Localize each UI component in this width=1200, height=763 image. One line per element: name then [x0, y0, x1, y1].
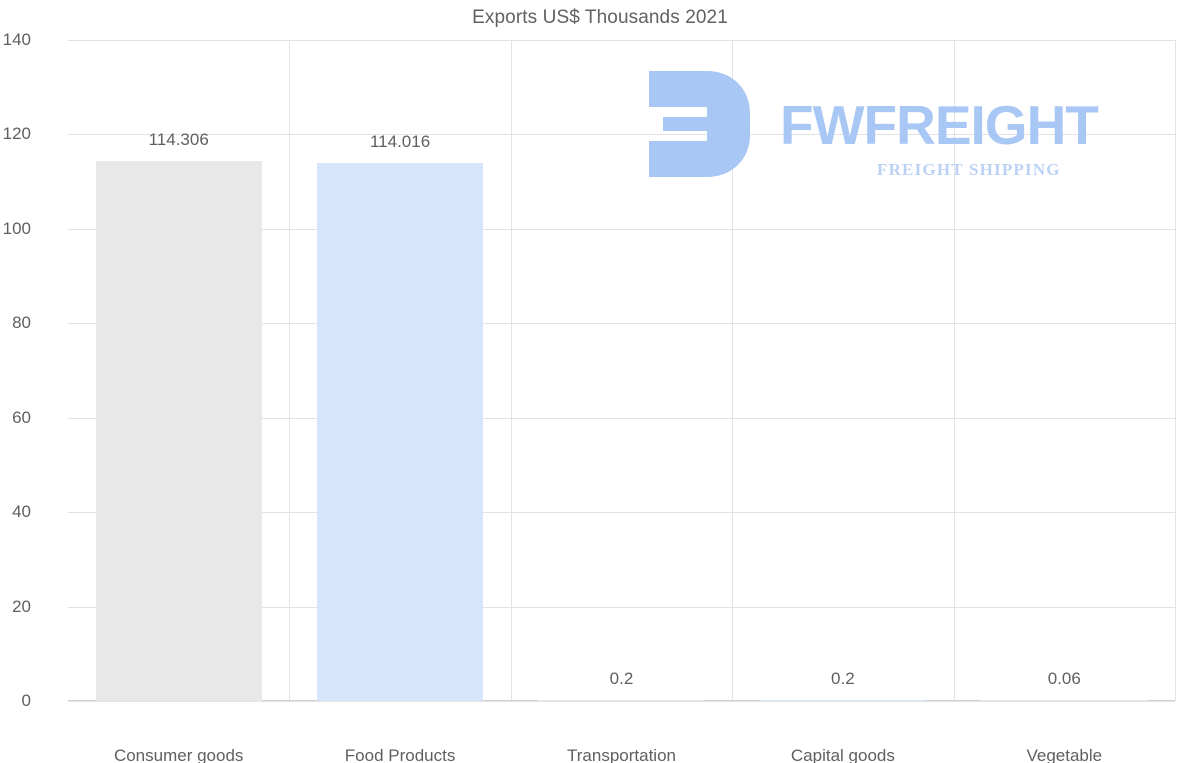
bar-group[interactable]: 0.2 Transportation: [511, 40, 732, 763]
bar-value-label: 114.016: [369, 131, 431, 151]
y-tick-label: 100: [2, 218, 31, 238]
bar[interactable]: [759, 699, 926, 701]
bar[interactable]: [538, 699, 705, 701]
gridline-y-60: [68, 417, 1175, 419]
bar-value-label: 0.2: [609, 668, 634, 688]
x-axis-category-label: Consumer goods: [113, 746, 244, 763]
bar-group[interactable]: 0.06 Vegetable: [954, 40, 1175, 763]
y-tick-label: 120: [2, 124, 31, 144]
plot-area: 0 20 40 60 80 100 120 140 114.306 Consumer goods…: [3, 30, 1176, 763]
chart-title: Exports US$ Thousands 2021: [472, 7, 728, 28]
bar[interactable]: [317, 162, 484, 701]
gridline-y-140: [68, 40, 1175, 41]
bar-value-label: 114.306: [148, 130, 209, 150]
gridline-x-1: [289, 40, 290, 701]
bar-value-label: 0.2: [831, 668, 855, 688]
x-axis-category-label: Capital goods: [790, 746, 895, 763]
bar-group[interactable]: 0.2 Capital goods: [732, 40, 953, 763]
x-axis-category-label: Food Products: [344, 746, 456, 763]
bar-group[interactable]: 114.016 Food Products: [289, 40, 510, 763]
gridline-x-5: [1175, 40, 1176, 701]
gridline-x-3: [732, 40, 733, 701]
y-tick-label: 0: [21, 691, 31, 710]
bar[interactable]: [95, 161, 262, 701]
y-tick-label: 140: [2, 30, 31, 49]
bar-group[interactable]: 114.306 Consumer goods: [68, 40, 289, 763]
y-tick-label: 60: [12, 407, 31, 427]
bar[interactable]: [981, 699, 1148, 701]
gridline-y-100: [68, 228, 1175, 230]
x-axis-category-label: Transportation: [566, 746, 676, 763]
y-tick-label: 80: [12, 313, 31, 333]
gridline-y-120: [68, 134, 1175, 136]
x-axis-category-label: Vegetable: [1026, 746, 1103, 763]
gridline-y-80: [68, 323, 1175, 325]
gridline-x-4: [954, 40, 955, 701]
gridline-y-40: [68, 512, 1175, 514]
gridline-y-0: [68, 701, 1175, 702]
bar-value-label: 0.06: [1047, 668, 1081, 688]
y-tick-label: 40: [12, 502, 31, 522]
gridline-y-20: [68, 606, 1175, 608]
y-tick-label: 20: [12, 596, 31, 616]
gridline-x-2: [511, 40, 512, 701]
